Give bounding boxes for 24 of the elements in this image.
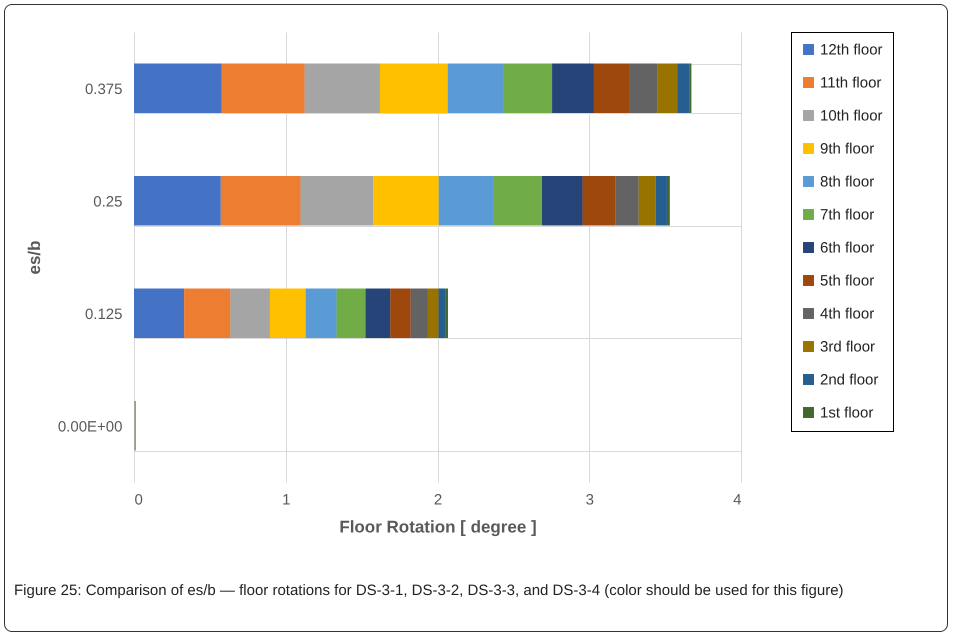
- x-tick-label: 0: [134, 492, 143, 508]
- legend-label: 2nd floor: [820, 372, 878, 388]
- y-tick-label: 0.375: [84, 80, 122, 98]
- legend-label: 10th floor: [820, 108, 883, 124]
- legend-label: 5th floor: [820, 272, 874, 290]
- x-tick-label: 3: [586, 492, 594, 508]
- y-axis-title: es/b: [24, 240, 44, 275]
- legend-label: 4th floor: [820, 306, 874, 322]
- x-tick-label: 2: [434, 492, 442, 508]
- x-tick-label: 1: [282, 492, 290, 508]
- legend-label: 1st floor: [820, 404, 874, 422]
- legend-label: 6th floor: [820, 240, 874, 256]
- legend-label: 12th floor: [820, 42, 883, 58]
- legend-label: 11th floor: [820, 74, 882, 92]
- legend-label: 9th floor: [820, 140, 874, 158]
- x-axis-title: Floor Rotation [ degree ]: [339, 518, 537, 536]
- y-tick-label: 0.25: [93, 193, 122, 210]
- y-tick-label: 0.00E+00: [58, 418, 122, 436]
- caption: Figure 25: Comparison of es/b — floor rotations for DS-3-1, DS-3-2, DS-3-3, and DS-3-4 (color should be used for this figure): [14, 581, 845, 601]
- legend-label: 3rd floor: [820, 338, 876, 356]
- legend-label: 8th floor: [820, 174, 874, 190]
- y-tick-label: 0.125: [84, 306, 122, 323]
- legend-label: 7th floor: [820, 206, 874, 224]
- x-tick-label: 4: [733, 492, 742, 508]
